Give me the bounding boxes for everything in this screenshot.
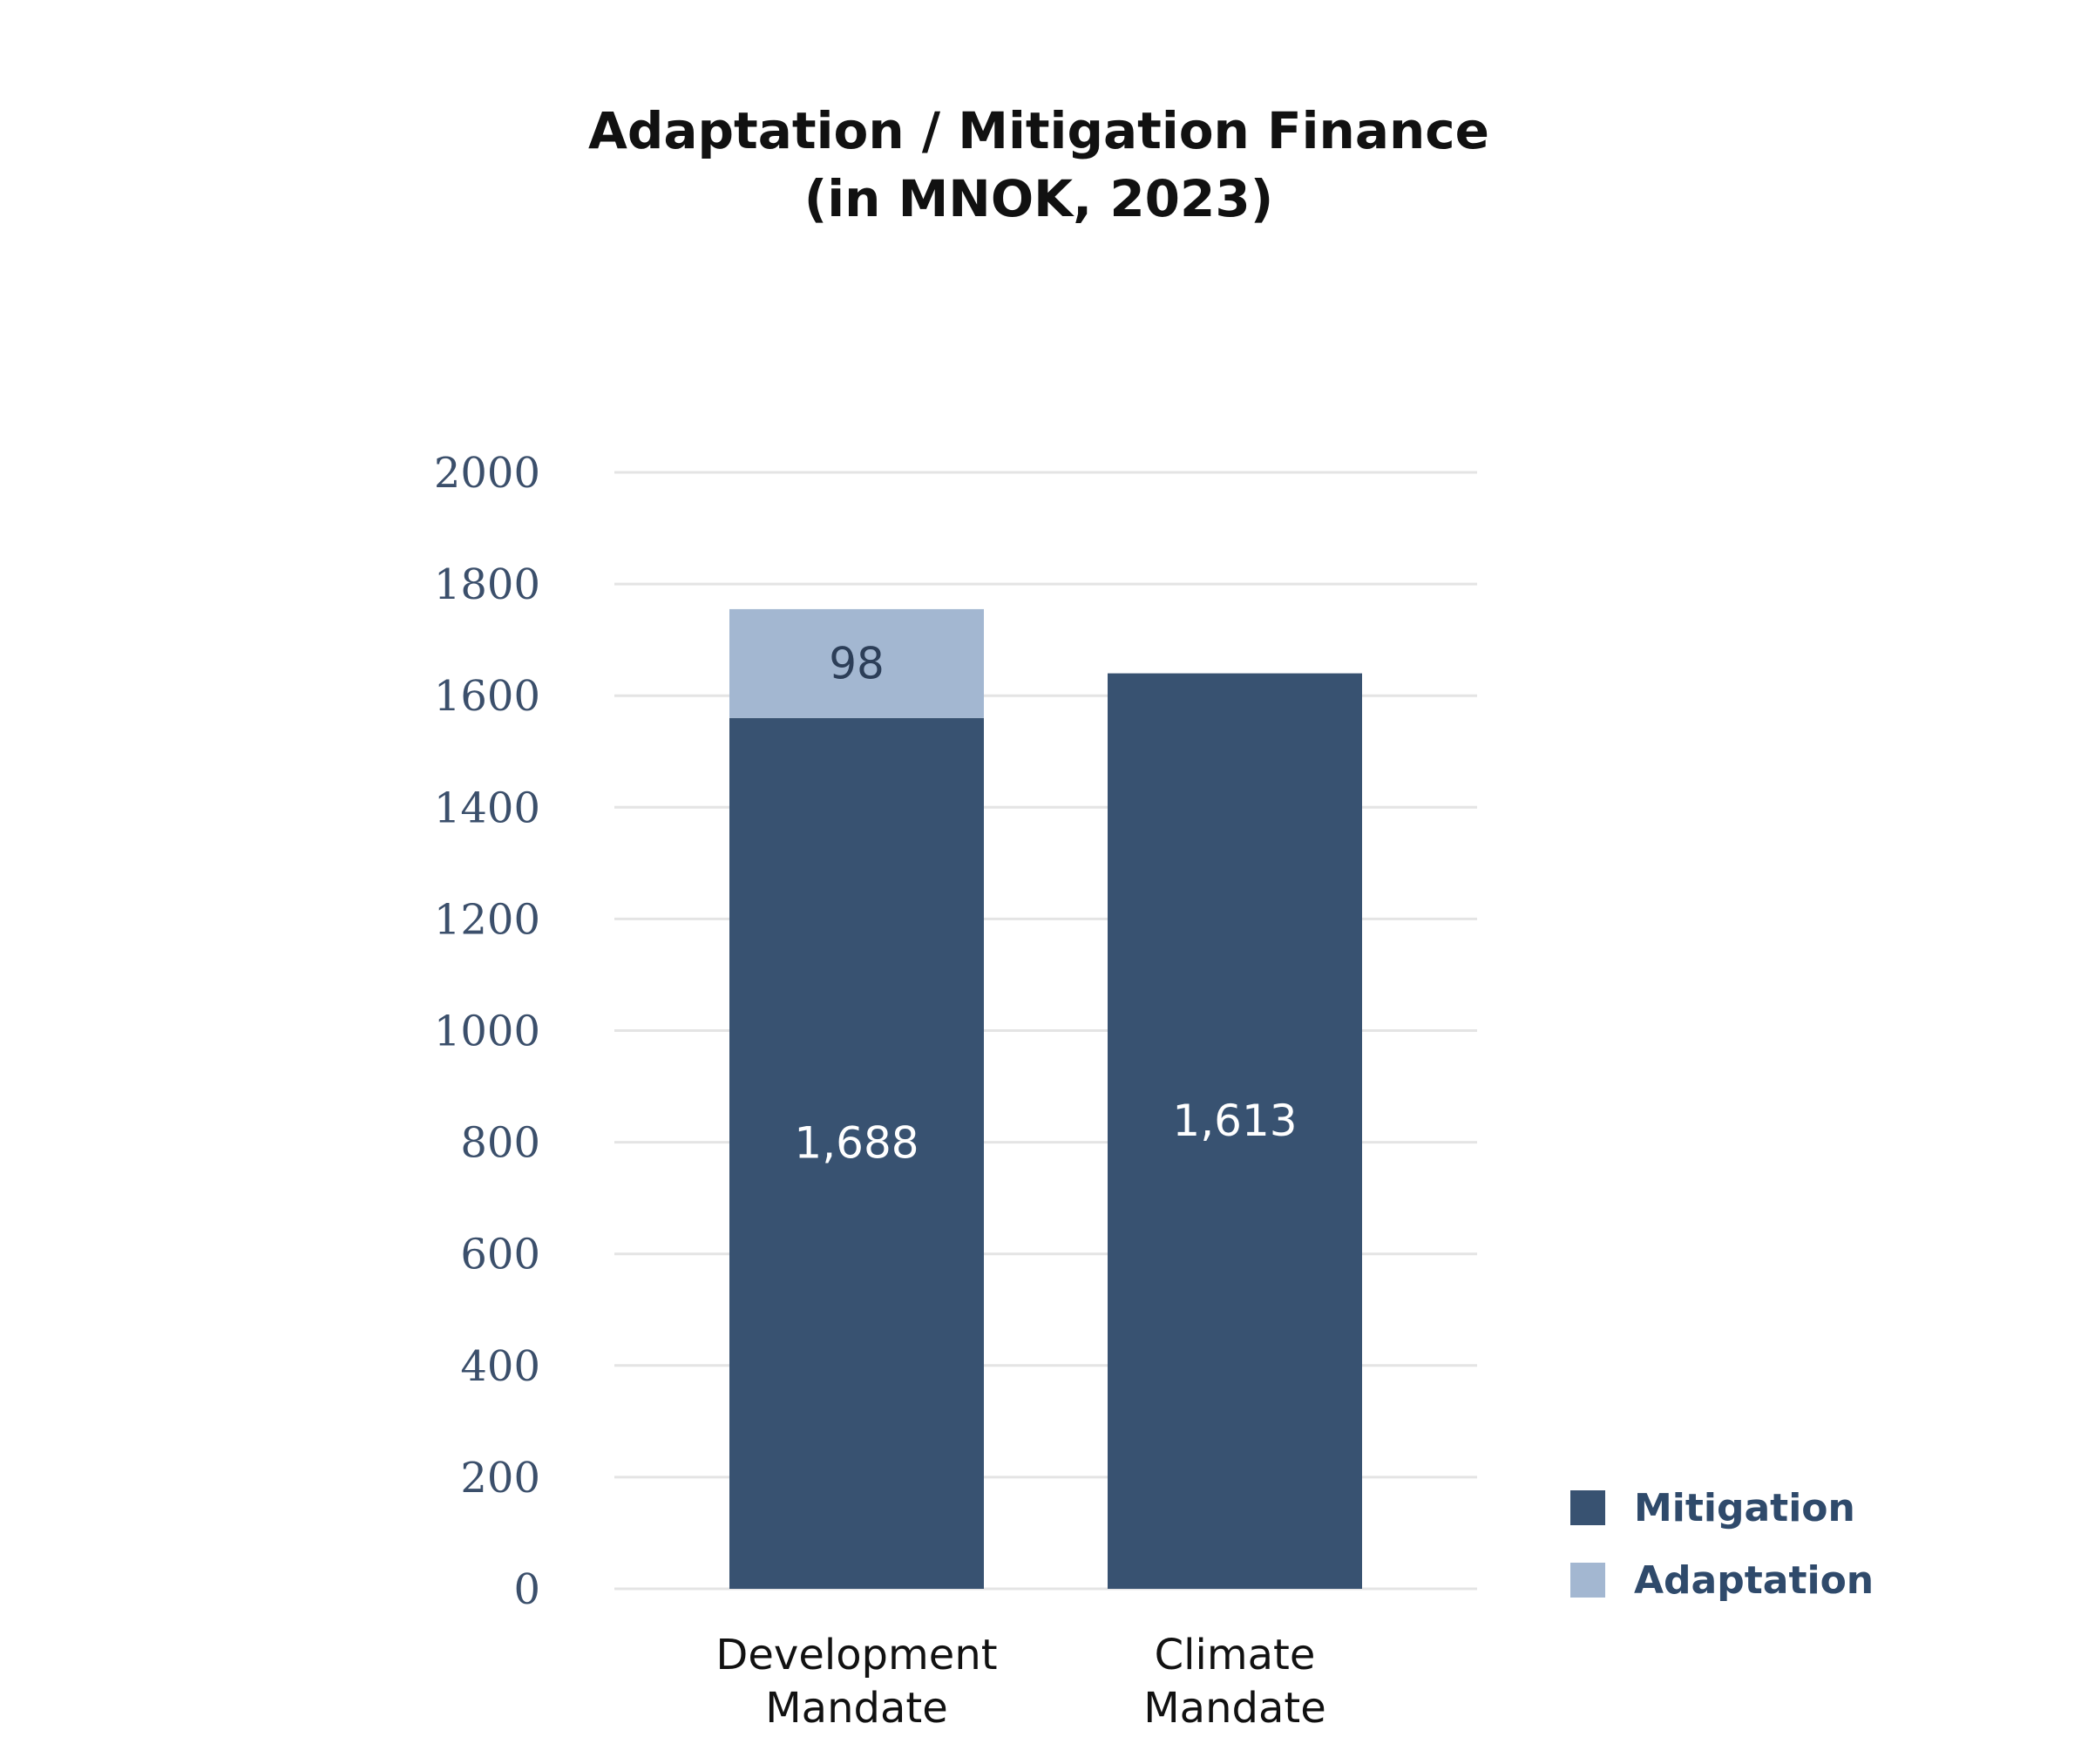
legend-label-mitigation: Mitigation — [1634, 1486, 1855, 1530]
y-tick-label: 200 — [460, 1454, 540, 1503]
x-tick-label: Mandate — [765, 1684, 947, 1733]
y-tick-label: 1800 — [434, 560, 540, 609]
x-axis-ticks: Development Mandate Climate Mandate — [715, 1631, 1325, 1733]
legend: Mitigation Adaptation — [1570, 1486, 1874, 1603]
legend-item-mitigation: Mitigation — [1570, 1486, 1855, 1530]
data-label-mitigation-1: 1,688 — [794, 1117, 919, 1168]
legend-item-adaptation: Adaptation — [1570, 1558, 1874, 1603]
y-tick-label: 1000 — [434, 1008, 540, 1056]
y-tick-label: 600 — [460, 1231, 540, 1279]
data-label-mitigation-2: 1,613 — [1172, 1096, 1297, 1146]
bar-mitigation-1 — [729, 717, 984, 1589]
y-tick-label: 400 — [460, 1342, 540, 1391]
chart-title-line-2: (in MNOK, 2023) — [804, 169, 1274, 228]
chart-title: Adaptation / Mitigation Finance (in MNOK,… — [588, 101, 1489, 228]
bar-mitigation-2 — [1108, 673, 1362, 1589]
legend-swatch-mitigation — [1570, 1490, 1605, 1525]
y-tick-label: 0 — [513, 1565, 540, 1614]
data-label-adaptation-1: 98 — [829, 638, 885, 689]
y-tick-label: 1600 — [434, 672, 540, 721]
x-tick-label: Mandate — [1143, 1684, 1325, 1733]
y-tick-label: 2000 — [434, 449, 540, 498]
y-tick-label: 1400 — [434, 784, 540, 832]
y-axis-ticks: 0 200 400 600 800 1000 1200 1400 1600 1800 2000 — [434, 449, 540, 1614]
chart-title-line-1: Adaptation / Mitigation Finance — [588, 101, 1489, 160]
bar-labels: 1,688 98 1,613 — [794, 638, 1297, 1168]
x-tick-label: Climate — [1155, 1631, 1316, 1679]
bars — [729, 608, 1362, 1589]
legend-label-adaptation: Adaptation — [1634, 1558, 1874, 1603]
y-tick-label: 800 — [460, 1119, 540, 1168]
y-tick-label: 1200 — [434, 895, 540, 944]
x-tick-label: Development — [715, 1631, 997, 1679]
bar-adaptation-1 — [729, 608, 984, 718]
legend-swatch-adaptation — [1570, 1563, 1605, 1598]
